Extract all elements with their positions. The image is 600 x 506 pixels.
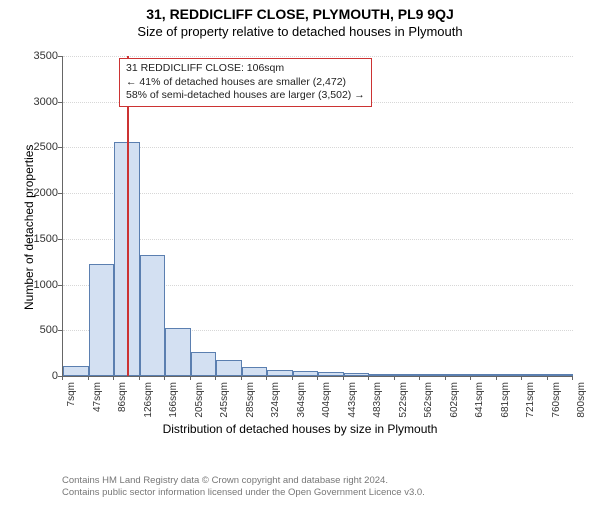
histogram-bar xyxy=(140,255,166,376)
x-tick-mark xyxy=(88,376,89,380)
plot-area: 31 REDDICLIFF CLOSE: 106sqm ← 41% of det… xyxy=(62,56,573,377)
x-tick-mark xyxy=(241,376,242,380)
x-tick-mark xyxy=(215,376,216,380)
x-tick-mark xyxy=(394,376,395,380)
page-subtitle: Size of property relative to detached ho… xyxy=(0,24,600,39)
x-tick-mark xyxy=(343,376,344,380)
y-tick-label: 0 xyxy=(8,370,58,382)
histogram-bar xyxy=(522,374,548,376)
histogram-bar xyxy=(89,264,115,376)
histogram-bar xyxy=(395,374,421,376)
x-tick-mark xyxy=(572,376,573,380)
histogram-bar xyxy=(242,367,268,376)
y-tick-label: 500 xyxy=(8,324,58,336)
y-tick-label: 3500 xyxy=(8,50,58,62)
histogram-bar xyxy=(497,374,523,376)
histogram-bar xyxy=(446,374,472,376)
x-tick-mark xyxy=(190,376,191,380)
histogram-bar xyxy=(318,372,344,376)
gridline xyxy=(63,193,573,194)
x-tick-mark xyxy=(139,376,140,380)
x-axis-title: Distribution of detached houses by size … xyxy=(0,422,600,436)
histogram-bar xyxy=(344,373,370,376)
x-tick-mark xyxy=(445,376,446,380)
x-tick-mark xyxy=(368,376,369,380)
x-tick-mark xyxy=(419,376,420,380)
histogram-bar xyxy=(267,370,293,376)
gridline xyxy=(63,239,573,240)
y-tick-label: 3000 xyxy=(8,96,58,108)
histogram-bar xyxy=(548,374,574,376)
histogram-bar xyxy=(191,352,217,376)
y-tick-label: 1000 xyxy=(8,279,58,291)
histogram-bar xyxy=(420,374,446,376)
x-tick-mark xyxy=(470,376,471,380)
histogram-bar xyxy=(216,360,242,376)
x-tick-mark xyxy=(113,376,114,380)
x-tick-mark xyxy=(496,376,497,380)
x-tick-mark xyxy=(521,376,522,380)
annotation-line: 58% of semi-detached houses are larger (… xyxy=(126,89,365,103)
gridline xyxy=(63,56,573,57)
histogram-bar xyxy=(293,371,319,376)
histogram-bar xyxy=(63,366,89,376)
page-title: 31, REDDICLIFF CLOSE, PLYMOUTH, PL9 9QJ xyxy=(0,6,600,22)
y-tick-label: 1500 xyxy=(8,233,58,245)
annotation-line: 31 REDDICLIFF CLOSE: 106sqm xyxy=(126,62,365,76)
gridline xyxy=(63,147,573,148)
x-tick-mark xyxy=(266,376,267,380)
annotation-line: ← 41% of detached houses are smaller (2,… xyxy=(126,76,365,90)
x-tick-mark xyxy=(317,376,318,380)
footer-line-1: Contains HM Land Registry data © Crown c… xyxy=(62,475,388,486)
x-tick-mark xyxy=(547,376,548,380)
x-tick-mark xyxy=(292,376,293,380)
histogram-bar xyxy=(369,374,395,376)
x-tick-mark xyxy=(62,376,63,380)
footer-line-2: Contains public sector information licen… xyxy=(62,487,425,498)
histogram-bar xyxy=(165,328,191,376)
y-tick-label: 2500 xyxy=(8,141,58,153)
histogram-chart: Number of detached properties 0500100015… xyxy=(0,50,600,430)
annotation-box: 31 REDDICLIFF CLOSE: 106sqm ← 41% of det… xyxy=(119,58,372,107)
x-tick-mark xyxy=(164,376,165,380)
y-tick-label: 2000 xyxy=(8,187,58,199)
histogram-bar xyxy=(471,374,497,376)
